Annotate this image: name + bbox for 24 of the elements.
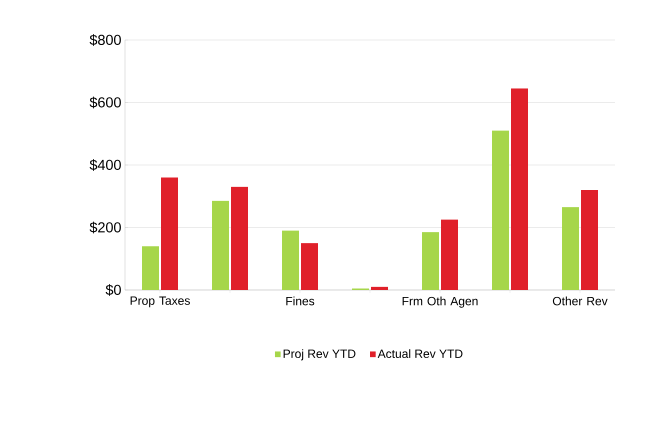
legend-label: Proj Rev YTD	[284, 349, 356, 360]
bar	[161, 178, 178, 290]
bar	[562, 207, 580, 290]
bar	[301, 243, 318, 290]
bar	[142, 246, 160, 290]
y-tick-label: $400	[90, 159, 121, 171]
bar	[371, 286, 388, 290]
y-tick-label: $0	[106, 284, 121, 296]
legend-label: Actual Rev YTD	[378, 349, 462, 358]
bar	[422, 232, 440, 290]
y-tick-label: $800	[90, 34, 121, 46]
bar	[282, 230, 300, 290]
x-tick-label: Prop Taxes	[130, 296, 190, 308]
bar	[441, 220, 458, 290]
y-tick-label: $600	[90, 96, 121, 108]
y-tick-label: $200	[90, 222, 121, 234]
bar	[231, 186, 248, 290]
bar	[581, 190, 598, 290]
x-tick-label: Frm Oth Agen	[402, 296, 478, 308]
bar	[511, 88, 528, 290]
x-tick-label: Fines	[286, 296, 314, 306]
bar	[492, 130, 510, 290]
bar	[212, 200, 230, 290]
x-tick-label: Other Rev	[552, 296, 608, 306]
